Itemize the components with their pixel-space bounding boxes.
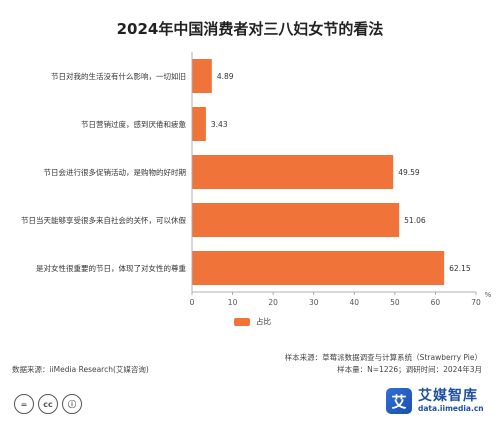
sample-size: 样本量：N=1226；调研时间：2024年3月 [337,365,482,374]
bar [192,203,400,237]
category-label: 节日营销过度，感到厌倦和疲惫 [81,119,186,129]
logo-name: 艾媒智库 [418,388,478,405]
category-label: 节日当天能够享受很多来自社会的关怀，可以休假 [21,215,186,225]
category-label: 节日会进行很多促销活动，是购物的好时期 [44,167,187,177]
bar [192,107,206,141]
legend-label: 占比 [256,317,271,326]
bar [192,251,445,285]
category-label: 是对女性很重要的节日，体现了对女性的尊重 [36,263,186,273]
bar-value-label: 49.59 [398,168,420,177]
cc-nd-icon: = [14,394,34,414]
license-icons: = cc ⓘ [14,394,82,414]
x-tick-label: 60 [431,298,441,307]
bar-value-label: 51.06 [404,216,426,225]
x-tick-label: 20 [268,298,278,307]
category-label: 节日对我的生活没有什么影响，一切如旧 [51,71,186,81]
x-tick-label: 0 [190,298,195,307]
legend: 占比 [234,316,271,327]
bar-chart: 0 10 20 30 40 50 60 70% 4.89 节日对我的生活没有什么影响，一切如旧 3.… [21,52,492,307]
bar-value-label: 62.15 [449,264,471,273]
cc-icon: cc [38,394,58,414]
logo-mark-icon: 艾 [386,388,412,414]
bar [192,155,394,189]
x-tick-label: 70 [471,298,481,307]
chart-title: 2024年中国消费者对三八妇女节的看法 [116,20,384,38]
bar-value-label: 3.43 [211,120,228,129]
x-unit-label: % [485,291,492,299]
x-tick-label: 50 [390,298,400,307]
x-tick-label: 40 [350,298,360,307]
data-source: 数据来源：iiMedia Research(艾媒咨询) [12,365,149,374]
x-tick-label: 30 [309,298,319,307]
bar [192,59,212,93]
x-tick-label: 10 [228,298,238,307]
cc-by-icon: ⓘ [62,394,82,414]
iimedia-logo: 艾 艾媒智库 data.iimedia.cn [386,388,484,414]
legend-swatch [234,317,250,326]
logo-url: data.iimedia.cn [418,403,484,413]
sample-source: 样本来源：草莓派数据调查与计算系统（Strawberry Pie） [284,353,482,362]
bar-value-label: 4.89 [217,72,234,81]
